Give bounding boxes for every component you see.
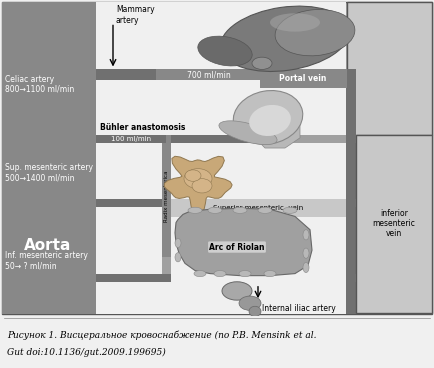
Text: Aorta: Aorta — [24, 237, 72, 252]
Ellipse shape — [198, 36, 252, 66]
Bar — [96, 135, 166, 143]
Bar — [260, 70, 347, 88]
Text: Inf. mesenteric artery
50→ ? ml/min: Inf. mesenteric artery 50→ ? ml/min — [5, 251, 88, 270]
Text: 100 ml/min: 100 ml/min — [111, 136, 151, 142]
Bar — [171, 143, 346, 199]
Bar — [171, 199, 346, 217]
Text: Radix mesenterica: Radix mesenterica — [164, 170, 168, 222]
Bar — [171, 143, 346, 199]
Ellipse shape — [219, 121, 277, 145]
Bar — [346, 199, 356, 207]
Text: Bühler anastomosis: Bühler anastomosis — [100, 123, 185, 132]
Text: Arc of Riolan: Arc of Riolan — [209, 243, 265, 252]
Bar — [96, 282, 171, 314]
Text: Celiac artery
800→1100 ml/min: Celiac artery 800→1100 ml/min — [5, 75, 74, 94]
Ellipse shape — [283, 207, 297, 213]
Bar — [96, 2, 156, 74]
Bar — [346, 133, 356, 143]
Ellipse shape — [239, 296, 261, 310]
Bar — [162, 135, 171, 257]
Ellipse shape — [303, 248, 309, 258]
Bar — [96, 199, 346, 207]
Ellipse shape — [270, 13, 320, 32]
Text: Superior mesenteric  vein: Superior mesenteric vein — [213, 205, 303, 211]
Bar — [96, 273, 171, 282]
Ellipse shape — [192, 178, 212, 193]
Bar — [96, 135, 256, 143]
Text: inferior
mesenteric
vein: inferior mesenteric vein — [372, 209, 415, 238]
Ellipse shape — [214, 270, 226, 277]
Ellipse shape — [175, 238, 181, 248]
Polygon shape — [250, 97, 300, 148]
Bar — [96, 143, 162, 245]
Bar — [96, 207, 162, 273]
Bar — [171, 217, 346, 314]
Ellipse shape — [194, 270, 206, 277]
Text: Sup. mesenteric artery
500→1400 ml/min: Sup. mesenteric artery 500→1400 ml/min — [5, 163, 93, 183]
Text: Gut doi:10.1136/gut.2009.199695): Gut doi:10.1136/gut.2009.199695) — [7, 348, 166, 357]
Bar — [156, 70, 262, 79]
Text: Рисунок 1. Висцеральное кровоснабжение (по P.B. Mensink et al.: Рисунок 1. Висцеральное кровоснабжение (… — [7, 330, 316, 340]
Bar — [156, 79, 346, 135]
Text: Portal vein: Portal vein — [279, 74, 327, 83]
Bar — [96, 70, 411, 79]
Ellipse shape — [239, 270, 251, 277]
Ellipse shape — [303, 230, 309, 240]
Ellipse shape — [249, 306, 261, 316]
Text: Mammary
artery: Mammary artery — [116, 5, 155, 25]
Bar — [346, 273, 356, 282]
Bar — [347, 2, 432, 135]
Polygon shape — [175, 208, 312, 276]
Ellipse shape — [188, 207, 202, 213]
Ellipse shape — [220, 6, 349, 71]
Bar — [96, 79, 156, 135]
Ellipse shape — [208, 207, 222, 213]
Bar — [156, 2, 346, 71]
Text: Internal iliac artery: Internal iliac artery — [262, 304, 336, 313]
Polygon shape — [164, 156, 232, 216]
Text: 700 ml/min: 700 ml/min — [187, 70, 231, 79]
Ellipse shape — [233, 91, 303, 144]
Ellipse shape — [275, 10, 355, 56]
Ellipse shape — [258, 207, 272, 213]
Ellipse shape — [252, 57, 272, 70]
Bar — [356, 135, 432, 314]
Ellipse shape — [185, 170, 201, 181]
Ellipse shape — [264, 270, 276, 277]
Ellipse shape — [249, 105, 291, 136]
Ellipse shape — [233, 207, 247, 213]
Bar — [346, 70, 356, 314]
Bar — [2, 2, 97, 314]
Ellipse shape — [222, 282, 252, 300]
Ellipse shape — [184, 169, 212, 189]
Ellipse shape — [175, 253, 181, 262]
Ellipse shape — [303, 262, 309, 273]
